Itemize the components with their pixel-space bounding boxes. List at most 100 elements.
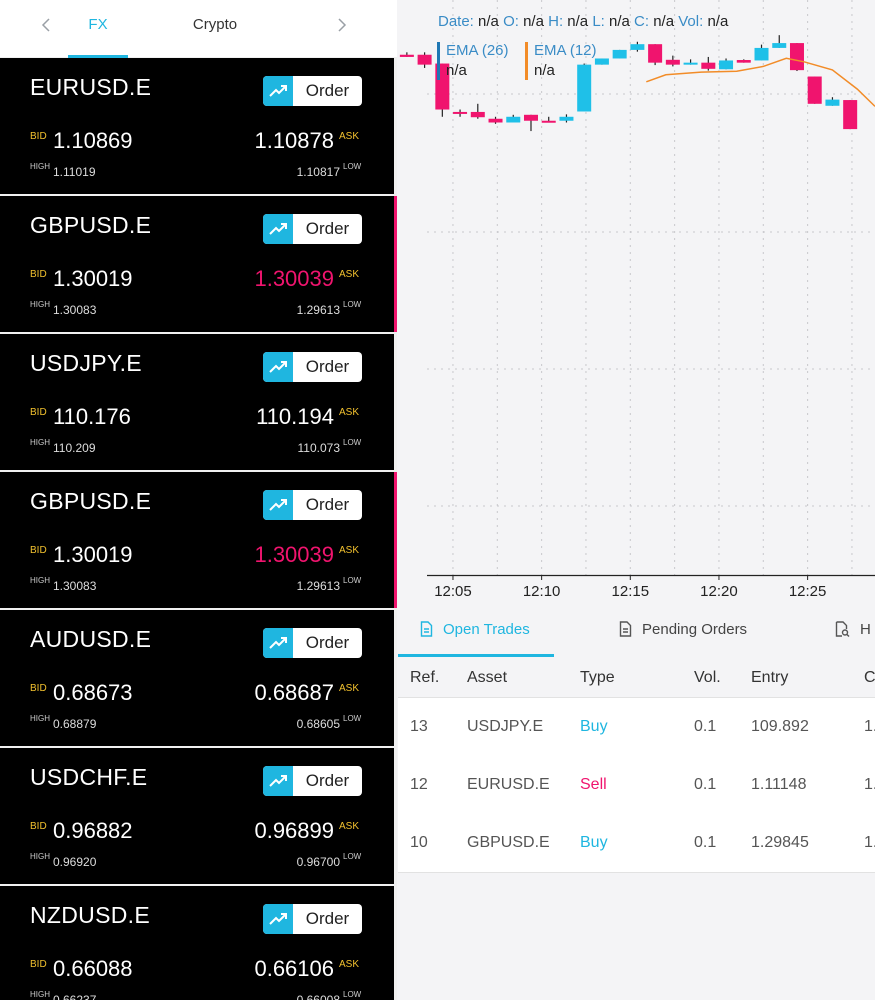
candle-up [772,43,787,48]
col-asset[interactable]: Asset [467,669,508,686]
high-price: 0.68879 [53,717,97,731]
ema12-swatch [525,42,528,80]
cell-entry: 1.29845 [751,834,809,851]
low-price: 1.29613 [296,579,340,593]
order-button-label: Order [305,219,350,238]
open-value: n/a [523,13,544,30]
trending-up-icon [263,76,293,106]
low-label: LOW [343,852,362,861]
bid-label: BID [30,545,47,556]
x-tick-label: 12:05 [434,583,472,600]
ask-label: ASK [339,269,360,280]
candle-down [665,59,680,65]
tab-history[interactable]: H [835,621,871,641]
cell-asset: EURUSD.E [467,776,550,793]
x-tick-label: 12:25 [789,583,827,600]
ask-label: ASK [339,959,360,970]
order-button[interactable]: Order [263,76,362,106]
cell-ref: 12 [410,776,428,793]
tab-pending-orders-label: Pending Orders [642,621,748,638]
instrument-card[interactable]: AUDUSD.E Order BID 0.68673 0.68687 ASK HIGH 0.6… [0,610,394,746]
table-row[interactable]: 10 GBPUSD.E Buy 0.1 1.29845 1. [398,814,875,873]
high-label: HIGH [30,162,50,171]
price-chart[interactable]: 12:05 12:10 12:15 12:20 12:25 Date: n/a O: n… [398,0,875,607]
instrument-card[interactable]: NZDUSD.E Order BID 0.66088 0.66106 ASK HIGH 0.6… [0,886,394,1000]
candle-up [719,60,734,70]
document-icon [420,621,433,641]
bid-price: 110.176 [53,404,131,429]
x-tick-label: 12:20 [700,583,738,600]
ema26-swatch [437,42,440,80]
instrument-card[interactable]: GBPUSD.E Order BID 1.30019 1.30039 ASK HIGH 1.3… [0,196,394,332]
col-vol[interactable]: Vol. [694,669,721,686]
candle-down [736,60,751,63]
order-button[interactable]: Order [263,490,362,520]
col-current[interactable]: C [864,669,875,686]
trades-panel: Open Trades Pending Orders H Ref. Asset … [398,607,875,1000]
order-button[interactable]: Order [263,214,362,244]
cell-ref: 13 [410,718,428,735]
low-label: LOW [343,438,362,447]
candle-up [825,99,840,106]
instrument-card[interactable]: USDJPY.E Order BID 110.176 110.194 ASK HIGH 110… [0,334,394,470]
col-ref[interactable]: Ref. [410,669,440,686]
market-tabs: FX Crypto [0,0,397,58]
order-button[interactable]: Order [263,766,362,796]
ask-price: 0.96899 [254,818,334,843]
col-entry[interactable]: Entry [751,669,789,686]
ask-price: 0.68687 [254,680,334,705]
candle-down [807,76,822,104]
candle-down [470,111,485,118]
low-price: 0.66008 [296,993,340,1000]
col-type[interactable]: Type [580,669,615,686]
table-row[interactable]: 13 USDJPY.E Buy 0.1 109.892 1. [398,698,875,757]
ask-label: ASK [339,407,360,418]
high-price: 1.11019 [53,165,96,179]
table-row[interactable]: 12 EURUSD.E Sell 0.1 1.11148 1. [398,756,875,815]
bid-label: BID [30,131,47,142]
high-price: 0.66237 [53,993,97,1000]
ohlc-readout: Date: n/a O: n/a H: n/a L: n/a C: n/a Vo… [438,13,728,30]
tab-pending-orders[interactable]: Pending Orders [619,621,747,641]
instrument-card[interactable]: GBPUSD.E Order BID 1.30019 1.30039 ASK HIGH 1.3… [0,472,394,608]
x-tick-label: 12:10 [523,583,561,600]
high-label: HIGH [30,438,50,447]
order-button[interactable]: Order [263,628,362,658]
instrument-card[interactable]: USDCHF.E Order BID 0.96882 0.96899 ASK HIGH 0.9… [0,748,394,884]
volume-label: Vol: [678,13,704,30]
low-price: 1.29613 [296,303,340,317]
candle-up [559,116,574,121]
high-price: 1.30083 [53,579,97,593]
instrument-symbol: AUDUSD.E [30,626,152,652]
candle-down [789,43,804,71]
tab-open-trades[interactable]: Open Trades [420,621,530,641]
cell-type: Buy [580,718,608,735]
bid-label: BID [30,407,47,418]
candle-down [701,62,716,69]
price-alert-indicator [394,472,397,608]
bid-price: 1.30019 [53,542,133,567]
candlestick-chart: 12:05 12:10 12:15 12:20 12:25 [399,0,875,600]
low-label: LOW [343,162,362,171]
order-button-label: Order [305,81,350,100]
high-label: HIGH [30,852,50,861]
ask-label: ASK [339,131,360,142]
close-value: n/a [653,13,675,30]
date-value: n/a [478,13,499,30]
high-label: HIGH [30,300,50,309]
order-button[interactable]: Order [263,352,362,382]
tab-fx[interactable]: FX [88,16,108,33]
cell-type: Sell [580,776,607,793]
low-price: 110.073 [297,441,341,455]
chevron-right-icon[interactable] [330,14,354,40]
high-label: HIGH [30,714,50,723]
instrument-panel: FX Crypto EURUSD.E Order BID 1.10869 1.10878… [0,0,397,1000]
candle-down [541,120,556,123]
order-button[interactable]: Order [263,904,362,934]
instrument-symbol: USDJPY.E [30,350,142,376]
instrument-card[interactable]: EURUSD.E Order BID 1.10869 1.10878 ASK HIGH 1.1… [0,58,394,194]
bid-price: 0.96882 [53,818,133,843]
tab-crypto[interactable]: Crypto [192,16,238,33]
chevron-left-icon[interactable] [34,14,58,40]
ema26-value: n/a [446,62,467,79]
